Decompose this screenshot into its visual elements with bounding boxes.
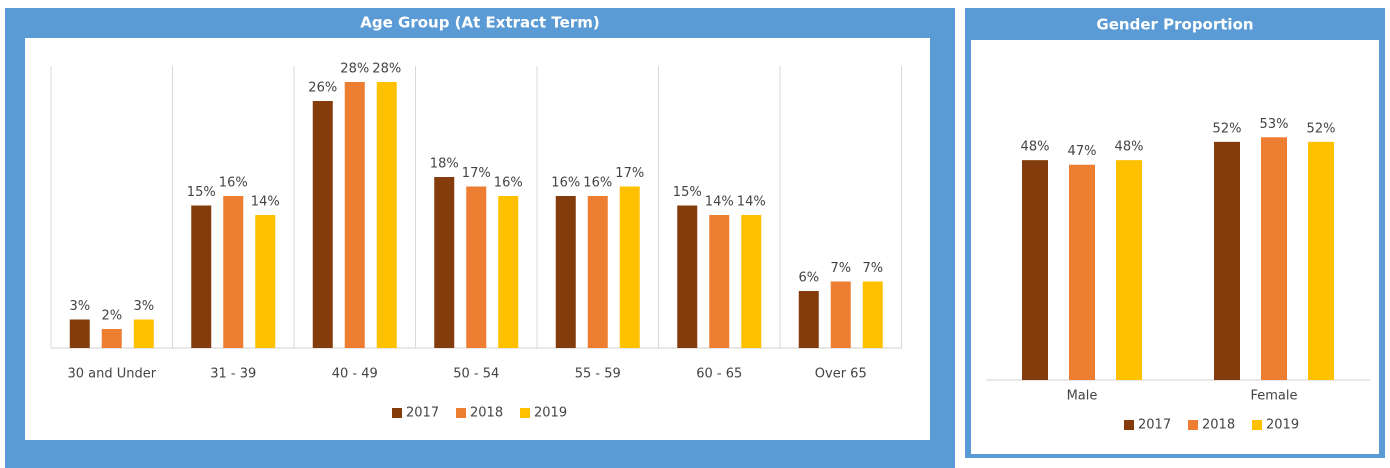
- legend-swatch: [456, 408, 466, 418]
- x-tick-label: 31 - 39: [210, 367, 256, 382]
- x-tick-label: 50 - 54: [453, 367, 499, 382]
- bar: [830, 281, 851, 348]
- legend-label: 2017: [1138, 418, 1171, 433]
- bar: [223, 196, 244, 348]
- data-label: 28%: [372, 62, 401, 77]
- legend-label: 2017: [406, 406, 439, 421]
- data-label: 47%: [1068, 144, 1097, 159]
- bar: [255, 215, 276, 348]
- data-label: 15%: [187, 185, 216, 200]
- data-label: 17%: [615, 166, 644, 181]
- bar: [619, 186, 640, 348]
- bar: [587, 196, 608, 348]
- bar: [1214, 141, 1240, 380]
- data-label: 28%: [340, 62, 369, 77]
- bar: [376, 82, 397, 348]
- x-tick-label: Over 65: [815, 367, 867, 382]
- x-tick-label: Male: [1067, 389, 1098, 404]
- data-label: 52%: [1307, 121, 1336, 136]
- data-label: 48%: [1021, 140, 1050, 155]
- bar: [69, 319, 90, 348]
- bar: [677, 205, 698, 348]
- legend-swatch: [1252, 420, 1262, 430]
- data-label: 17%: [462, 166, 491, 181]
- x-tick-label: 60 - 65: [696, 367, 742, 382]
- legend-label: 2019: [534, 406, 567, 421]
- data-label: 26%: [308, 81, 337, 96]
- legend-label: 2019: [1266, 418, 1299, 433]
- data-label: 7%: [862, 261, 883, 276]
- x-tick-label: 55 - 59: [575, 367, 621, 382]
- data-label: 14%: [251, 195, 280, 210]
- data-label: 18%: [430, 157, 459, 172]
- bar: [1308, 141, 1334, 380]
- data-label: 16%: [583, 176, 612, 191]
- x-tick-label: Female: [1250, 389, 1297, 404]
- bar: [191, 205, 212, 348]
- legend-swatch: [392, 408, 402, 418]
- data-label: 14%: [737, 195, 766, 210]
- data-label: 2%: [101, 309, 122, 324]
- bar: [1116, 160, 1142, 380]
- bar: [862, 281, 883, 348]
- bar: [1261, 137, 1287, 380]
- bar: [498, 196, 519, 348]
- bar: [434, 177, 455, 348]
- bar: [466, 186, 487, 348]
- data-label: 16%: [219, 176, 248, 191]
- data-label: 6%: [798, 271, 819, 286]
- data-label: 16%: [494, 176, 523, 191]
- data-label: 3%: [133, 299, 154, 314]
- data-label: 52%: [1213, 121, 1242, 136]
- x-tick-label: 40 - 49: [332, 367, 378, 382]
- data-label: 16%: [551, 176, 580, 191]
- bar: [133, 319, 154, 348]
- bar: [1022, 160, 1048, 380]
- bar: [312, 101, 333, 348]
- x-tick-label: 30 and Under: [67, 367, 156, 382]
- bar: [709, 215, 730, 348]
- legend-label: 2018: [1202, 418, 1235, 433]
- legend-swatch: [1124, 420, 1134, 430]
- bar: [555, 196, 576, 348]
- legend-swatch: [520, 408, 530, 418]
- data-label: 14%: [705, 195, 734, 210]
- bar: [741, 215, 762, 348]
- bar: [1069, 164, 1095, 380]
- data-label: 48%: [1115, 140, 1144, 155]
- bar: [798, 291, 819, 348]
- chart-title: Gender Proportion: [1096, 16, 1253, 34]
- chart-title: Age Group (At Extract Term): [360, 14, 599, 32]
- data-label: 15%: [673, 185, 702, 200]
- data-label: 53%: [1260, 117, 1289, 132]
- data-label: 3%: [69, 299, 90, 314]
- data-label: 7%: [830, 261, 851, 276]
- legend-swatch: [1188, 420, 1198, 430]
- legend-label: 2018: [470, 406, 503, 421]
- bar: [344, 82, 365, 348]
- bar: [101, 329, 122, 348]
